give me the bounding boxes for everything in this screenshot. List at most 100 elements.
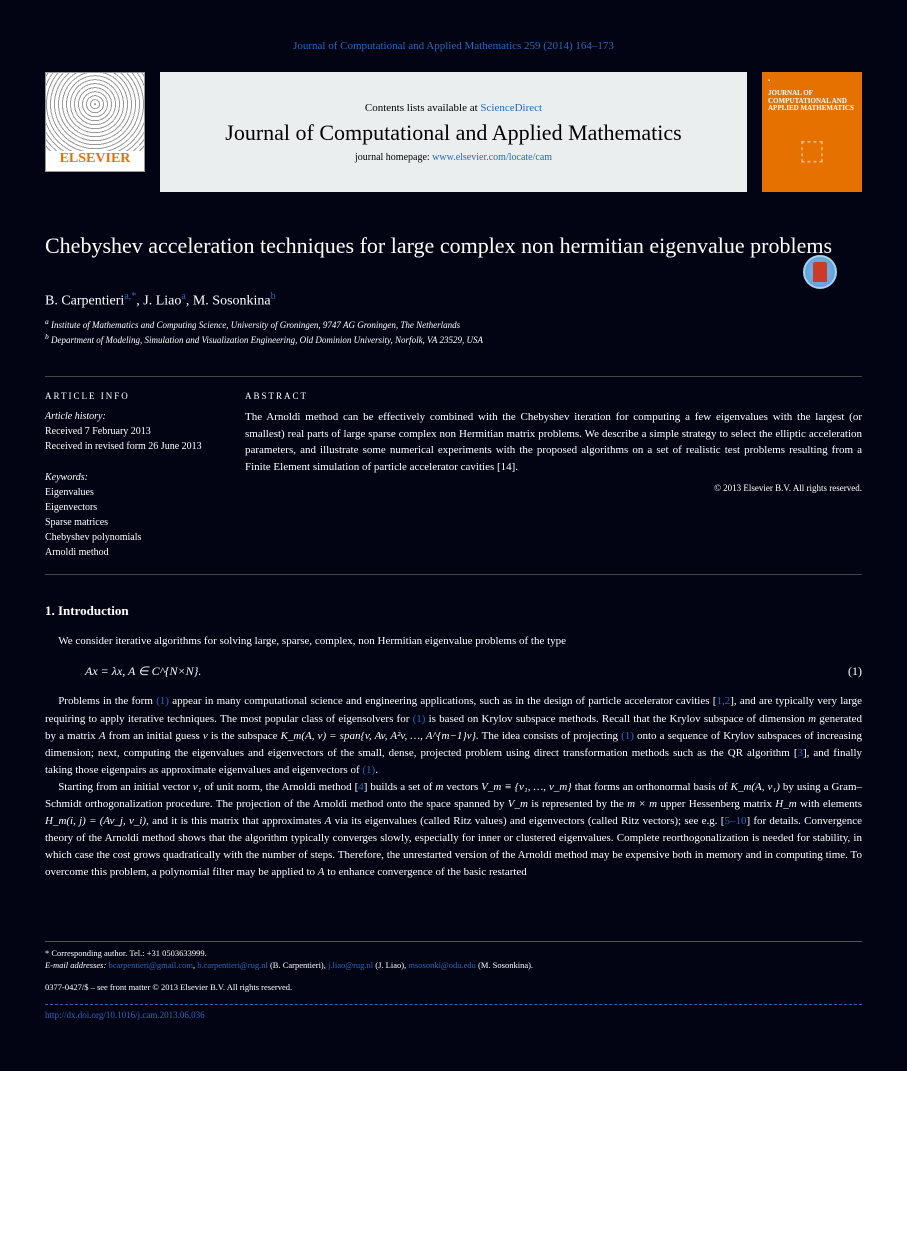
- article-history: Article history: Received 7 February 201…: [45, 409, 205, 454]
- author-2: J. Liao: [143, 293, 181, 308]
- journal-banner: ELSEVIER Contents lists available at Sci…: [45, 72, 862, 192]
- contents-line: Contents lists available at ScienceDirec…: [174, 102, 733, 114]
- email-line: E-mail addresses: bcarpentieri@gmail.com…: [45, 960, 862, 972]
- t: The idea consists of projecting: [479, 730, 621, 742]
- elsevier-label: ELSEVIER: [60, 151, 131, 167]
- t: (B. Carpentieri),: [268, 960, 328, 970]
- math: H_m(i, j) = (Av_j, v_i): [45, 815, 146, 827]
- banner-center: Contents lists available at ScienceDirec…: [160, 72, 747, 192]
- abstract-label: ABSTRACT: [245, 391, 862, 401]
- received: Received 7 February 2013: [45, 424, 205, 439]
- keywords-label: Keywords:: [45, 470, 205, 485]
- citation: Journal of Computational and Applied Mat…: [45, 40, 862, 52]
- cite[interactable]: 1,2: [716, 695, 730, 707]
- kw: Sparse matrices: [45, 515, 205, 530]
- elsevier-logo[interactable]: ELSEVIER: [45, 72, 145, 172]
- email-link[interactable]: bcarpentieri@gmail.com: [108, 960, 193, 970]
- t: to enhance convergence of the basic rest…: [325, 866, 527, 878]
- info-abstract-row: ARTICLE INFO Article history: Received 7…: [45, 391, 862, 560]
- math: m × m: [627, 798, 657, 810]
- math: H_m: [775, 798, 796, 810]
- copyright: © 2013 Elsevier B.V. All rights reserved…: [245, 483, 862, 493]
- contents-prefix: Contents lists available at: [365, 102, 480, 114]
- author-3: M. Sosonkina: [193, 293, 271, 308]
- affiliation-b: b Department of Modeling, Simulation and…: [45, 332, 862, 347]
- article-info-col: ARTICLE INFO Article history: Received 7…: [45, 391, 205, 560]
- homepage-link[interactable]: www.elsevier.com/locate/cam: [432, 152, 552, 163]
- math: A: [99, 730, 106, 742]
- article-header-band: Journal of Computational and Applied Mat…: [0, 0, 907, 1071]
- aff-a-text: Institute of Mathematics and Computing S…: [51, 320, 460, 330]
- t: is the subspace: [208, 730, 281, 742]
- article-title: Chebyshev acceleration techniques for la…: [45, 232, 862, 261]
- t: with elements: [797, 798, 862, 810]
- email-link[interactable]: j.liao@rug.nl: [328, 960, 373, 970]
- doi-link[interactable]: http://dx.doi.org/10.1016/j.cam.2013.06.…: [45, 1010, 205, 1020]
- t: that forms an orthonormal basis of: [572, 781, 731, 793]
- affiliation-a: a Institute of Mathematics and Computing…: [45, 317, 862, 332]
- footer-notes: * Corresponding author. Tel.: +31 050363…: [45, 941, 862, 1021]
- abstract-body: The Arnoldi method can be effectively co…: [245, 411, 862, 473]
- email-link[interactable]: msosonki@odu.edu: [408, 960, 476, 970]
- t: is based on Krylov subspace methods. Rec…: [425, 713, 808, 725]
- sciencedirect-link[interactable]: ScienceDirect: [480, 102, 542, 114]
- abstract-col: ABSTRACT The Arnoldi method can be effec…: [245, 391, 862, 560]
- corresponding-author: * Corresponding author. Tel.: +31 050363…: [45, 948, 862, 960]
- elsevier-tree-icon: [46, 73, 144, 151]
- t: via its eigenvalues (called Ritz values)…: [331, 815, 724, 827]
- author-1: B. Carpentieri: [45, 293, 124, 308]
- math: A: [318, 866, 325, 878]
- t: , and it is this matrix that approximate…: [146, 815, 324, 827]
- abstract-text: The Arnoldi method can be effectively co…: [245, 409, 862, 475]
- math: V_m: [508, 798, 528, 810]
- cite[interactable]: 5–10: [724, 815, 746, 827]
- t: Starting from an initial vector: [58, 781, 193, 793]
- divider: [45, 574, 862, 575]
- email-label: E-mail addresses:: [45, 960, 108, 970]
- keywords: Keywords: Eigenvalues Eigenvectors Spars…: [45, 470, 205, 560]
- t: upper Hessenberg matrix: [657, 798, 775, 810]
- cover-icon: ⬚: [768, 113, 856, 186]
- homepage-prefix: journal homepage:: [355, 152, 432, 163]
- authors: B. Carpentieria,*, J. Liaoa, M. Sosonkin…: [45, 291, 862, 310]
- crossmark-icon[interactable]: [803, 255, 837, 289]
- aff-b-text: Department of Modeling, Simulation and V…: [51, 335, 483, 345]
- aff-sup[interactable]: b: [271, 291, 276, 302]
- aff-sup[interactable]: a,*: [124, 291, 136, 302]
- issn-line: 0377-0427/$ – see front matter © 2013 El…: [45, 982, 862, 994]
- math: K_m(A, v) = span{v, Av, A²v, …, A^{m−1}v…: [281, 730, 479, 742]
- eq-ref[interactable]: (1): [156, 695, 169, 707]
- equation-1: Ax = λx, A ∈ C^{N×N}. (1): [85, 664, 862, 679]
- t: is represented by the: [528, 798, 627, 810]
- intro-p3: Starting from an initial vector v₁ of un…: [45, 779, 862, 881]
- t: ] builds a set of: [364, 781, 436, 793]
- page: Journal of Computational and Applied Mat…: [0, 0, 907, 1071]
- article-info-label: ARTICLE INFO: [45, 391, 205, 401]
- t: of unit norm, the Arnoldi method [: [202, 781, 359, 793]
- t: (M. Sosonkina).: [476, 960, 533, 970]
- eqn-body: Ax = λx, A ∈ C^{N×N}.: [85, 664, 201, 679]
- t: .: [375, 764, 378, 776]
- t: from an initial guess: [106, 730, 203, 742]
- email-link[interactable]: b.carpentieri@rug.nl: [197, 960, 268, 970]
- kw: Chebyshev polynomials: [45, 530, 205, 545]
- math: m: [808, 713, 816, 725]
- homepage-line: journal homepage: www.elsevier.com/locat…: [174, 152, 733, 163]
- t: Problems in the form: [58, 695, 156, 707]
- math: v₁: [193, 781, 202, 793]
- eq-ref[interactable]: (1): [362, 764, 375, 776]
- journal-cover-thumb[interactable]: ▪ JOURNAL OF COMPUTATIONAL AND APPLIED M…: [762, 72, 862, 192]
- kw: Eigenvectors: [45, 500, 205, 515]
- math: K_m(A, v₁): [731, 781, 780, 793]
- t: appear in many computational science and…: [169, 695, 717, 707]
- section-heading: 1. Introduction: [45, 603, 862, 619]
- affiliations: a Institute of Mathematics and Computing…: [45, 317, 862, 346]
- intro-p2: Problems in the form (1) appear in many …: [45, 693, 862, 778]
- journal-name: Journal of Computational and Applied Mat…: [174, 120, 733, 146]
- eq-ref[interactable]: (1): [413, 713, 426, 725]
- t: (J. Liao),: [373, 960, 408, 970]
- eq-ref[interactable]: (1): [621, 730, 634, 742]
- divider: [45, 376, 862, 377]
- doi-line: http://dx.doi.org/10.1016/j.cam.2013.06.…: [45, 1004, 862, 1022]
- aff-sup[interactable]: a: [181, 291, 185, 302]
